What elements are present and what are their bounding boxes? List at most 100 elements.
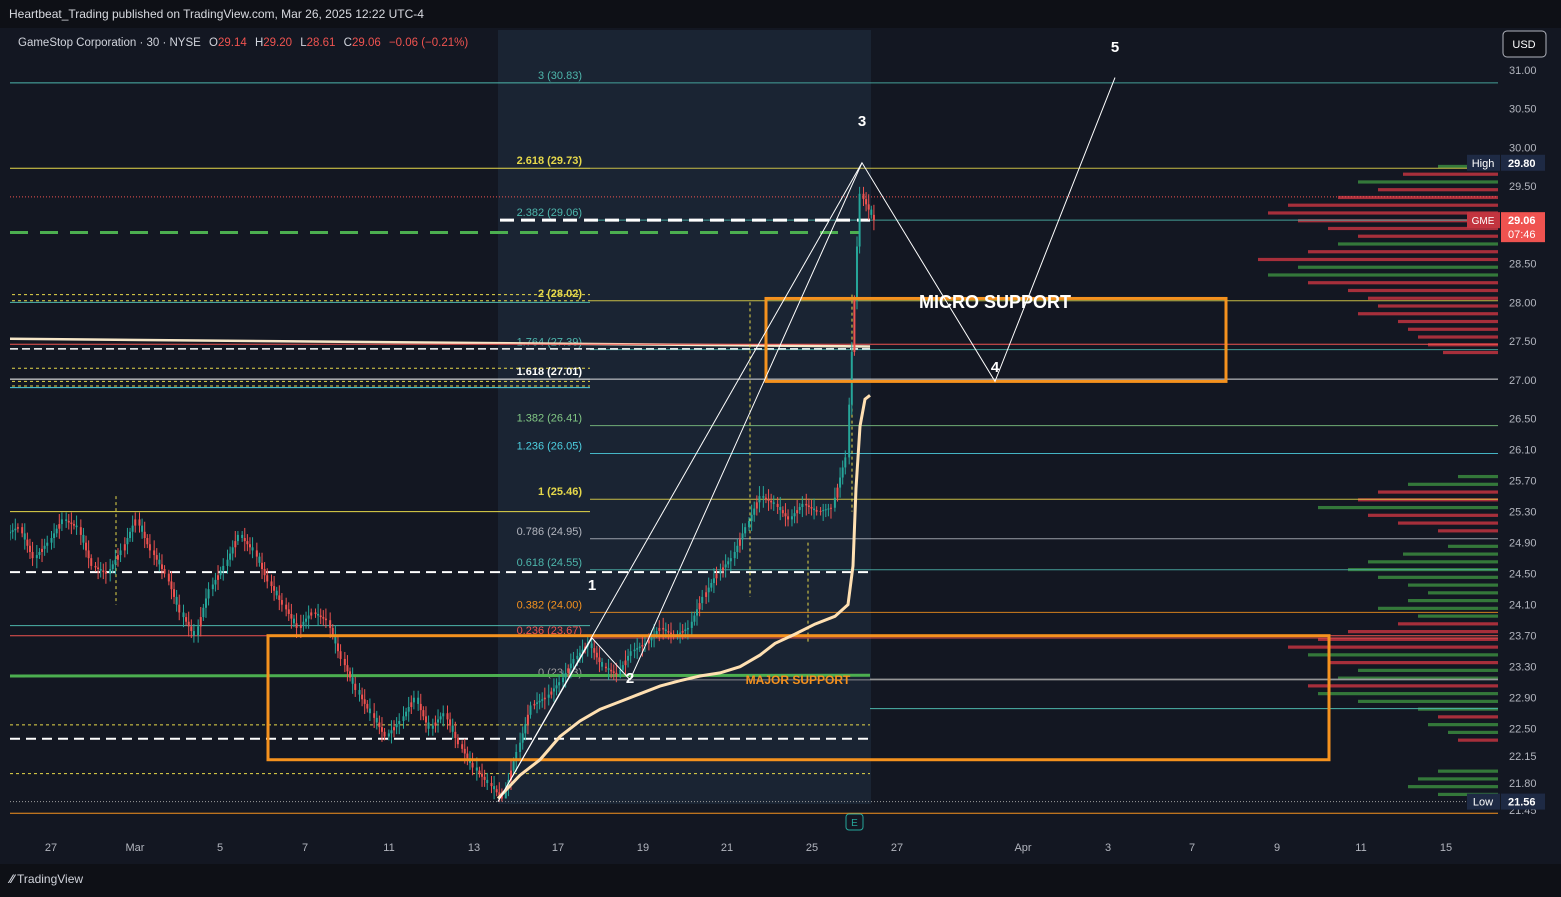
volume-bar (1408, 583, 1498, 587)
candle-body (302, 621, 305, 625)
volume-bar (1318, 692, 1498, 696)
candle-body (698, 603, 701, 610)
candle-body (650, 637, 653, 641)
candle-body (202, 607, 205, 618)
volume-bar (1348, 630, 1498, 634)
volume-bar (1288, 645, 1498, 649)
candle-body (319, 615, 322, 618)
candle-body (275, 590, 278, 596)
candle-body (641, 644, 644, 647)
fib-label: 1.236 (26.05) (517, 441, 582, 453)
candle-body (772, 502, 775, 504)
candle-body (658, 627, 661, 632)
candle-body (346, 665, 349, 672)
candle-body (72, 524, 75, 526)
candle-body (417, 697, 420, 704)
candle-body (753, 508, 756, 515)
extras (10, 82, 1498, 814)
candle-body (481, 773, 484, 777)
candle-body (748, 520, 751, 528)
wave-label-5: 5 (1111, 39, 1119, 56)
candle-body (187, 621, 190, 627)
volume-bar (1403, 172, 1498, 176)
candle-body (558, 682, 561, 686)
y-tick-label: 22.15 (1509, 751, 1537, 763)
candle-body (109, 569, 112, 574)
trend-line (497, 162, 863, 802)
volume-bar (1418, 335, 1498, 339)
volume-bar (1398, 319, 1498, 324)
candle-body (67, 520, 70, 523)
price-axis[interactable]: 31.00 30.50 30.00 29.50 28.50 28.00 27.50 27.00… (1509, 65, 1537, 817)
candle-body (578, 652, 581, 656)
candle-body (314, 612, 317, 614)
candle-body (829, 507, 832, 509)
x-tick-label: 21 (721, 842, 733, 854)
candle-body (624, 660, 627, 666)
candle-body (510, 770, 513, 780)
resistance-line (10, 337, 871, 348)
gme-value: 29.06 (1508, 215, 1536, 227)
candle-body (310, 612, 313, 616)
candle-body (451, 725, 454, 732)
candle-body (343, 658, 346, 666)
volume-bar (1338, 242, 1498, 246)
candle-body (758, 496, 761, 503)
fib-label: 3 (30.83) (538, 70, 582, 82)
y-tick-label: 31.00 (1509, 65, 1537, 77)
fib-lines: 3 (30.83) 2.618 (29.73) 2.382 (29.06) 2 (28… (517, 70, 1498, 681)
candle-body (38, 551, 41, 556)
candle-body (407, 707, 410, 712)
candle-body (363, 699, 366, 704)
x-tick-label: 17 (552, 842, 564, 854)
high-tag-label: High (1472, 158, 1495, 170)
high-value-tag (1501, 154, 1545, 171)
candle-body (647, 640, 650, 644)
candle-body (515, 751, 518, 762)
candle-body (263, 569, 266, 576)
time-axis[interactable]: 27 Mar 5 7 11 13 17 19 21 25 27 Apr 3 7 9 11 15 (45, 842, 1452, 854)
candle-body (129, 531, 132, 539)
svg-text:USD: USD (1512, 39, 1535, 51)
candle-body (192, 631, 195, 636)
volume-bar (1308, 653, 1498, 657)
candle-body (160, 564, 163, 570)
volume-bar (1418, 707, 1498, 711)
y-tick-label: 26.50 (1509, 414, 1537, 426)
y-tick-label: 24.50 (1509, 569, 1537, 581)
tradingview-brand[interactable]: ⁄⁄ TradingView (10, 872, 84, 886)
low-tag-label: Low (1473, 797, 1493, 809)
candle-body (41, 548, 44, 552)
candle-body (46, 542, 49, 546)
candle-body (155, 555, 158, 560)
candle-body (612, 671, 615, 673)
candle-body (146, 538, 149, 545)
tradingview-logo-icon: ⁄⁄ (10, 872, 15, 886)
candle-body (175, 596, 178, 605)
candle-body (270, 581, 273, 587)
fib-label: 2.618 (29.73) (517, 155, 583, 167)
candle-body (807, 505, 810, 507)
volume-bar (1398, 521, 1498, 525)
earnings-badge-icon: E (851, 818, 858, 829)
candle-body (712, 578, 715, 583)
volume-bar (1328, 226, 1498, 231)
candle-body (664, 629, 667, 632)
candle-body (638, 646, 641, 649)
candle-body (562, 677, 565, 683)
candle-body (248, 544, 251, 548)
candle-body (550, 691, 553, 695)
candle-body (431, 725, 434, 729)
candle-body (383, 731, 386, 737)
candle-body (123, 544, 126, 551)
currency-button[interactable]: USD (1502, 30, 1547, 58)
candle-body (182, 612, 185, 618)
micro-support-label: MICRO SUPPORT (919, 292, 1071, 312)
x-tick-label: Mar (126, 842, 145, 854)
volume-bar (1378, 575, 1498, 579)
candle-body (662, 627, 665, 630)
fib-label: 0.618 (24.55) (517, 557, 582, 569)
candle-body (454, 731, 457, 739)
candle-body (819, 510, 822, 512)
